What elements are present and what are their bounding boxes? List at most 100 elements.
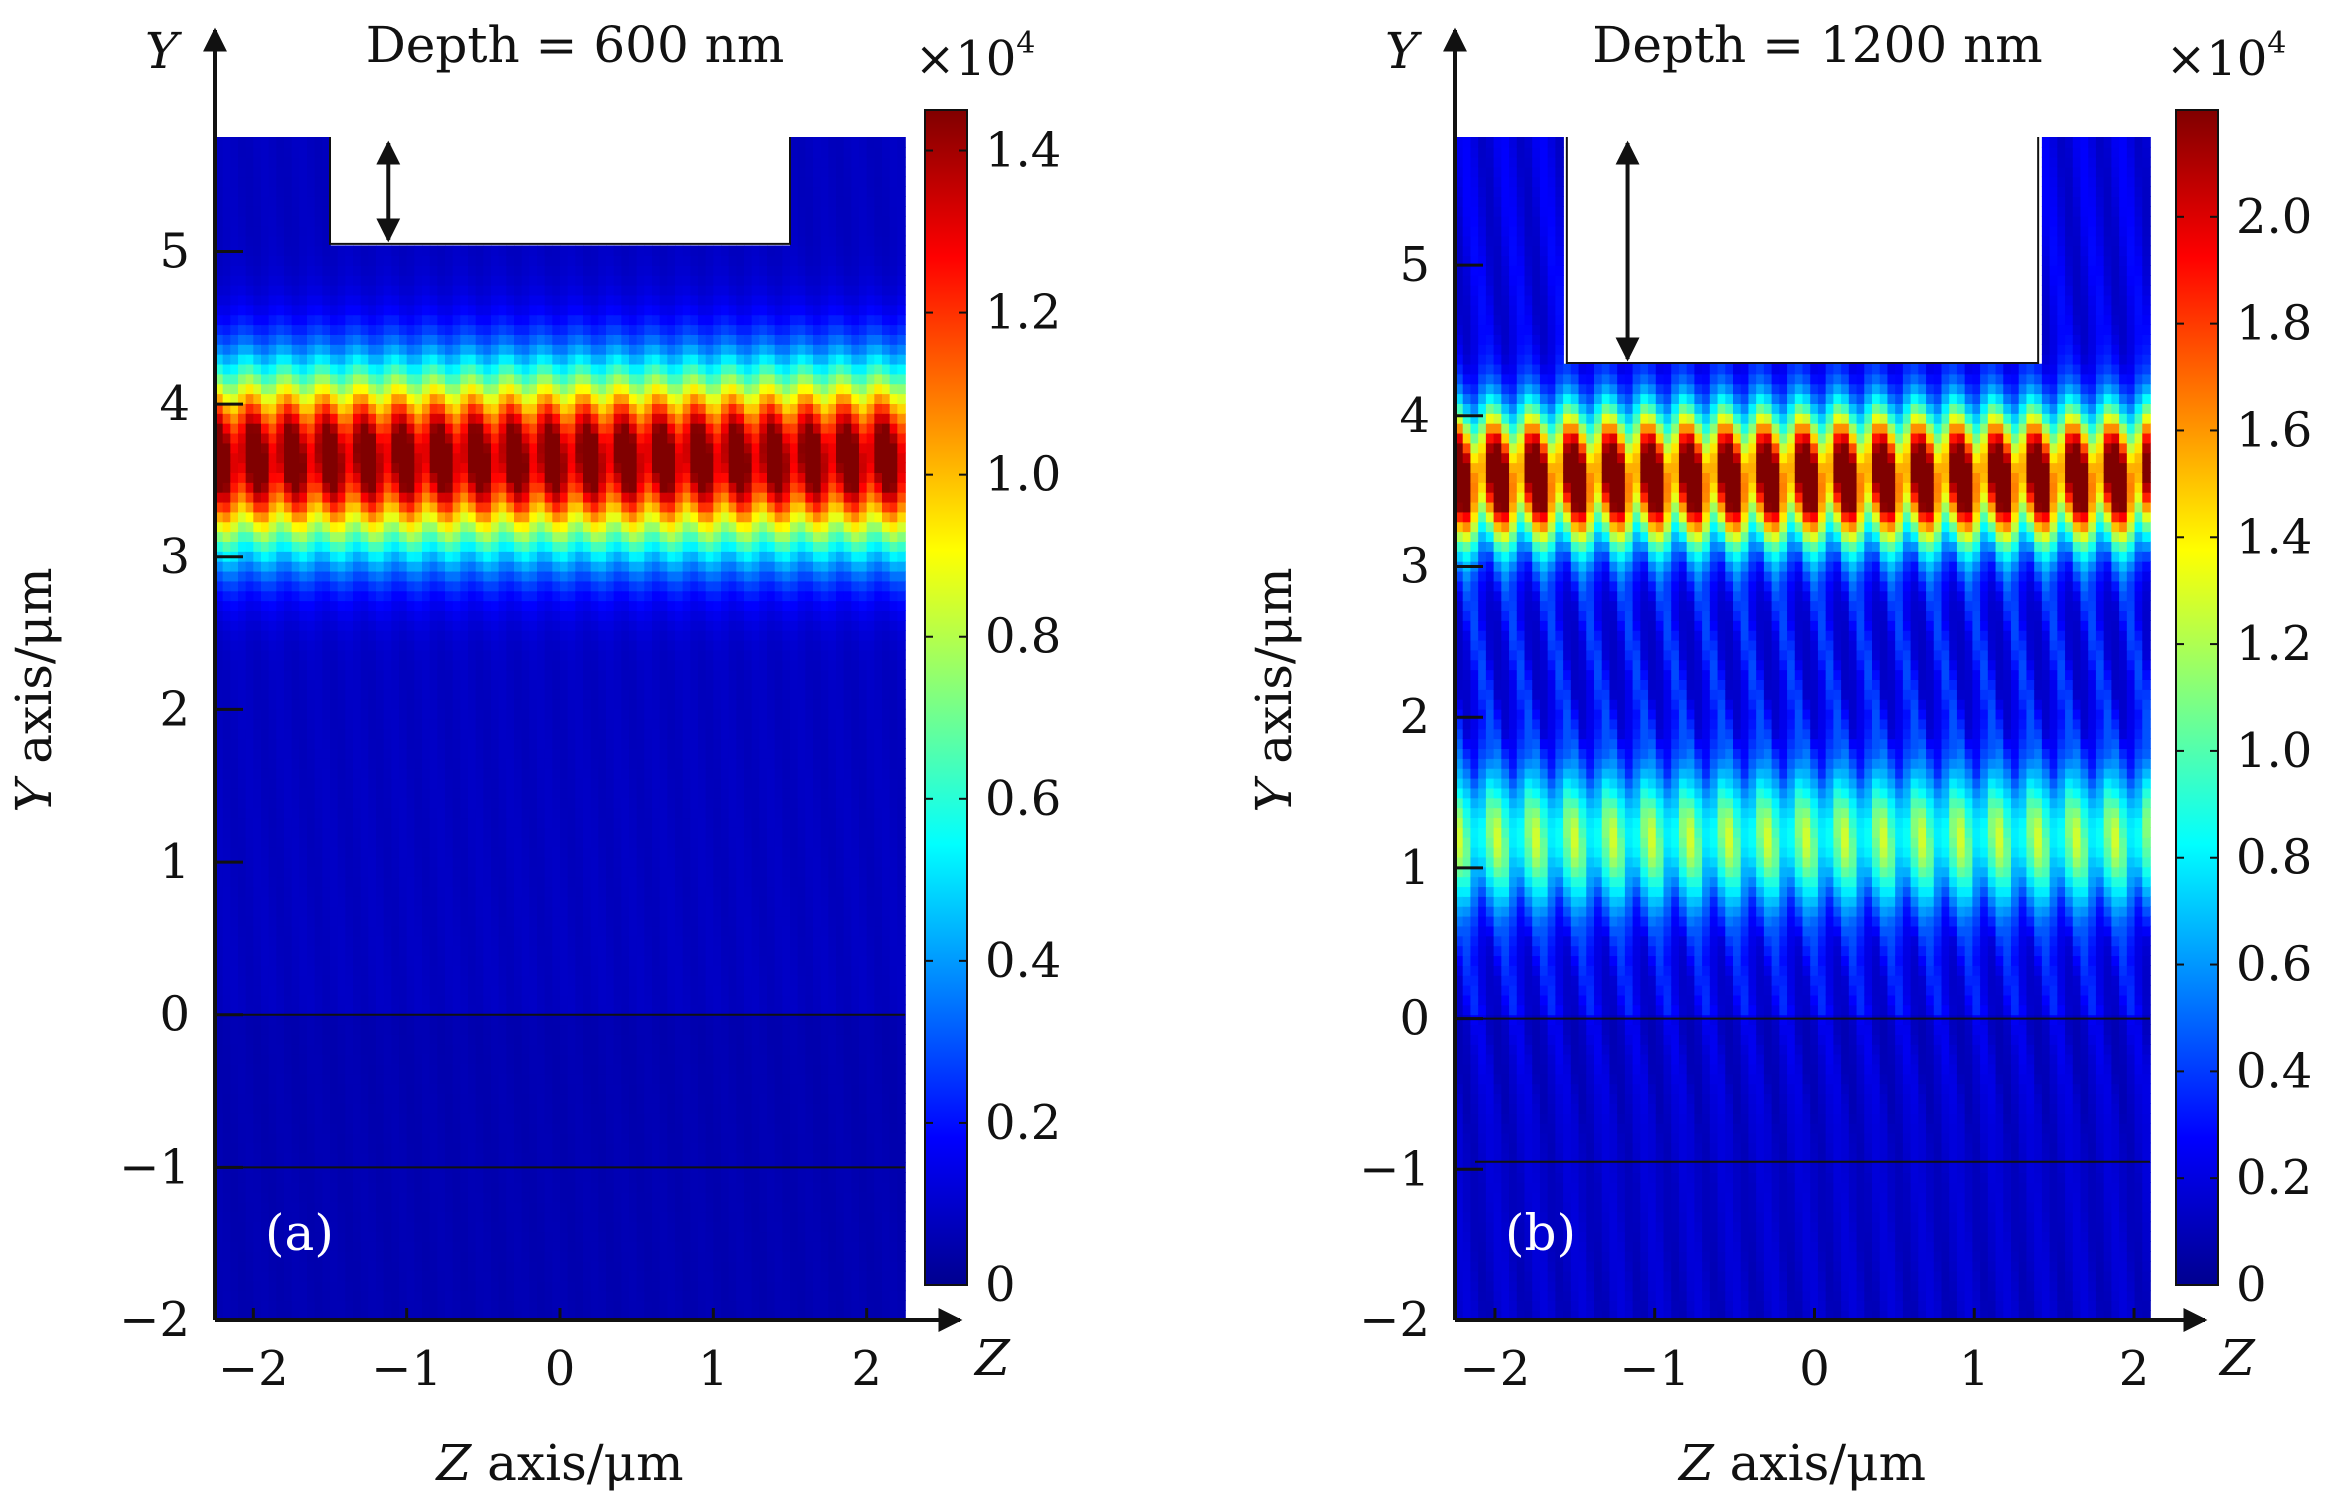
heatmap-cell xyxy=(353,610,362,621)
heatmap-cell xyxy=(498,698,508,710)
heatmap-cell xyxy=(383,1300,393,1311)
heatmap-cell xyxy=(399,432,408,444)
heatmap-cell xyxy=(429,413,439,424)
heatmap-cell xyxy=(429,886,439,897)
heatmap-cell xyxy=(429,334,439,345)
heatmap-cell xyxy=(468,817,477,828)
heatmap-cell xyxy=(506,442,515,454)
heatmap-cell xyxy=(483,1270,492,1282)
heatmap-cell xyxy=(383,1034,393,1045)
heatmap-cell xyxy=(299,590,308,602)
heatmap-cell xyxy=(406,1241,416,1252)
heatmap-cell xyxy=(345,541,354,552)
heatmap-cell xyxy=(215,383,224,395)
heatmap-cell xyxy=(414,442,423,454)
heatmap-cell xyxy=(230,649,239,661)
heatmap-cell xyxy=(230,304,239,316)
heatmap-cell xyxy=(215,748,224,759)
heatmap-cell xyxy=(360,836,370,848)
heatmap-cell xyxy=(414,245,423,257)
heatmap-cell xyxy=(245,531,255,542)
heatmap-cell xyxy=(268,501,278,513)
heatmap-cell xyxy=(261,1231,270,1242)
heatmap-cell xyxy=(406,1063,416,1075)
heatmap-cell xyxy=(276,1310,285,1321)
heatmap-cell xyxy=(337,728,347,740)
heatmap-cell xyxy=(376,314,385,326)
heatmap-cell xyxy=(253,915,262,927)
heatmap-cell xyxy=(230,1034,239,1045)
heatmap-cell xyxy=(399,393,408,404)
heatmap-cell xyxy=(360,984,370,996)
heatmap-cell xyxy=(337,620,347,631)
heatmap-cell xyxy=(291,905,301,917)
heatmap-cell xyxy=(337,1004,347,1016)
heatmap-cell xyxy=(529,1053,538,1065)
heatmap-cell xyxy=(245,728,255,740)
heatmap-cell xyxy=(544,965,554,976)
heatmap-cell xyxy=(468,807,477,819)
heatmap-cell xyxy=(529,610,538,621)
heatmap-cell xyxy=(360,708,370,720)
heatmap-cell xyxy=(222,669,232,681)
heatmap-cell xyxy=(506,1280,515,1292)
heatmap-cell xyxy=(399,1300,408,1311)
heatmap-cell xyxy=(299,1043,308,1055)
heatmap-cell xyxy=(414,265,423,276)
heatmap-cell xyxy=(368,265,377,276)
heatmap-cell xyxy=(475,600,485,611)
heatmap-cell xyxy=(498,827,508,838)
heatmap-cell xyxy=(460,827,469,838)
heatmap-cell xyxy=(253,560,262,572)
heatmap-cell xyxy=(445,1260,454,1272)
heatmap-cell xyxy=(238,649,247,661)
heatmap-cell xyxy=(245,846,255,858)
heatmap-cell xyxy=(307,1122,316,1134)
heatmap-cell xyxy=(468,1221,477,1233)
heatmap-cell xyxy=(222,1063,232,1075)
heatmap-cell xyxy=(215,531,224,542)
heatmap-cell xyxy=(245,521,255,533)
heatmap-cell xyxy=(475,1132,485,1144)
heatmap-cell xyxy=(368,965,377,976)
heatmap-cell xyxy=(230,1280,239,1292)
heatmap-cell xyxy=(261,945,270,957)
heatmap-cell xyxy=(414,925,423,937)
heatmap-cell xyxy=(498,886,508,897)
heatmap-cell xyxy=(399,501,408,513)
heatmap-field xyxy=(215,137,906,1321)
heatmap-cell xyxy=(284,1211,293,1223)
heatmap-cell xyxy=(353,984,362,996)
heatmap-cell xyxy=(353,570,362,582)
heatmap-cell xyxy=(529,590,538,602)
heatmap-cell xyxy=(437,275,446,286)
heatmap-cell xyxy=(360,876,370,888)
heatmap-cell xyxy=(521,600,531,611)
heatmap-cell xyxy=(345,570,354,582)
heatmap-cell xyxy=(376,1221,385,1233)
heatmap-cell xyxy=(314,896,324,907)
heatmap-cell xyxy=(437,1053,446,1065)
heatmap-cell xyxy=(368,1310,377,1321)
heatmap-cell xyxy=(376,620,385,631)
heatmap-cell xyxy=(245,1073,255,1085)
heatmap-cell xyxy=(330,314,339,326)
heatmap-cell xyxy=(376,659,385,671)
heatmap-cell xyxy=(452,1063,462,1075)
heatmap-cell xyxy=(498,1250,508,1262)
heatmap-cell xyxy=(506,856,515,868)
heatmap-cell xyxy=(284,294,293,306)
heatmap-cell xyxy=(268,1250,278,1262)
heatmap-cell xyxy=(506,1241,515,1252)
heatmap-cell xyxy=(537,935,546,947)
heatmap-cell xyxy=(330,284,339,296)
heatmap-cell xyxy=(521,905,531,917)
heatmap-cell xyxy=(445,255,454,266)
heatmap-cell xyxy=(399,1083,408,1095)
heatmap-cell xyxy=(399,472,408,483)
heatmap-cell xyxy=(391,1201,400,1213)
heatmap-cell xyxy=(322,353,331,365)
heatmap-cell xyxy=(544,836,554,848)
heatmap-cell xyxy=(291,580,301,592)
heatmap-cell xyxy=(322,137,331,148)
